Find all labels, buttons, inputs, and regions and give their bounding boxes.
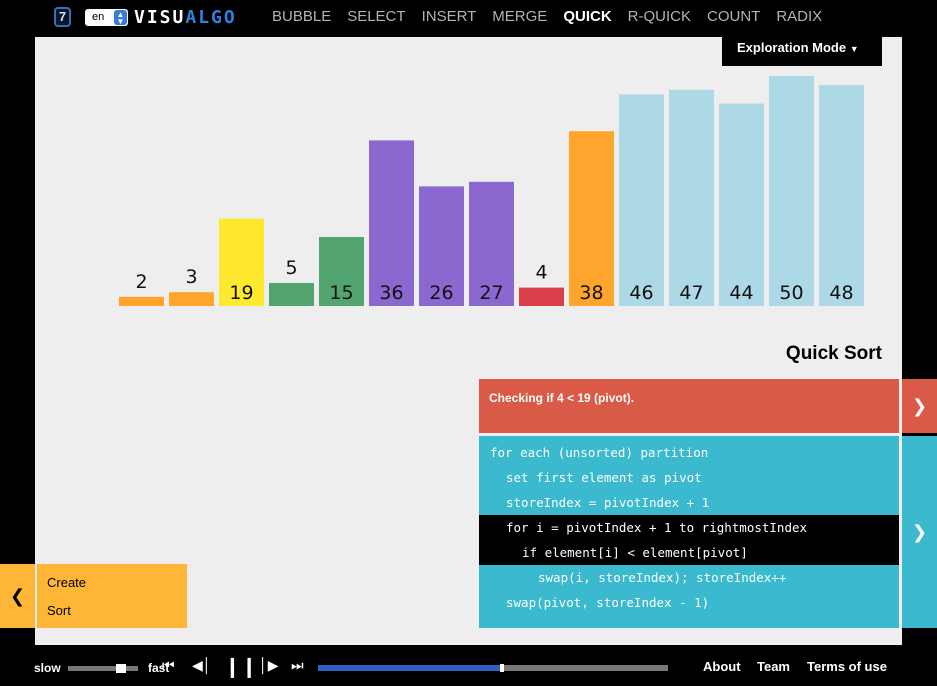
nav-merge[interactable]: MERGE: [492, 8, 548, 25]
bar-value-label: 36: [379, 282, 403, 304]
array-bar: [119, 296, 164, 306]
algorithm-title: Quick Sort: [785, 343, 882, 364]
speed-slider-handle[interactable]: [116, 664, 126, 673]
progress-handle[interactable]: [500, 664, 504, 672]
nav-quick[interactable]: QUICK: [563, 8, 612, 25]
bar-value-label: 38: [579, 282, 603, 304]
array-bar: [619, 94, 664, 307]
status-collapse-button[interactable]: ❯: [902, 379, 937, 433]
brand-part-1: VISU: [134, 7, 186, 28]
code-line: for each (unsorted) partition: [490, 445, 709, 460]
nav-r-quick[interactable]: R-QUICK: [627, 8, 691, 25]
array-bar: [519, 287, 564, 306]
actions-menu: Create Sort: [37, 564, 187, 628]
bar-value-label: 46: [629, 282, 653, 304]
action-create[interactable]: Create: [47, 575, 87, 590]
speed-slow-label: slow: [34, 661, 61, 675]
language-select[interactable]: en ▲ ▼: [85, 9, 128, 26]
array-bar: [769, 76, 814, 306]
select-arrows-icon: ▲ ▼: [114, 10, 127, 26]
bar-value-label: 19: [229, 282, 253, 304]
progress-fill: [318, 665, 500, 671]
top-bar: 7 en ▲ ▼ VISUALGO BUBBLE SELECT INSERT ME…: [0, 0, 937, 37]
nav-radix[interactable]: RADIX: [776, 8, 823, 25]
bar-value-label: 27: [479, 282, 503, 304]
nav-select[interactable]: SELECT: [347, 8, 406, 25]
progress-slider[interactable]: [318, 664, 668, 672]
array-bar: [669, 89, 714, 306]
code-line: set first element as pivot: [506, 470, 702, 485]
action-sort[interactable]: Sort: [47, 603, 71, 618]
status-message: Checking if 4 < 19 (pivot).: [479, 379, 899, 433]
code-line: if element[i] < element[pivot]: [479, 540, 899, 565]
chevron-left-icon: ❮: [9, 586, 26, 606]
nav-count[interactable]: COUNT: [707, 8, 761, 25]
mode-label: Exploration Mode: [737, 40, 847, 55]
bar-value-label: 48: [829, 282, 853, 304]
go-to-beginning-icon[interactable]: ⏮: [162, 657, 175, 673]
array-bar: [819, 85, 864, 306]
code-line: for i = pivotIndex + 1 to rightmostIndex: [479, 515, 899, 540]
language-value: en: [92, 11, 105, 23]
logo-icon[interactable]: 7: [54, 7, 71, 27]
array-bar: [369, 140, 414, 306]
actions-toggle-button[interactable]: ❮: [0, 564, 35, 628]
array-bar: [169, 292, 214, 306]
player-bar: slow fast ⏮ ◀│ ❙❙ │▶ ⏭ About Team Terms …: [0, 645, 937, 686]
array-bar: [319, 237, 364, 306]
brand-logo[interactable]: VISUALGO: [134, 7, 237, 28]
array-bar-chart: 2 3 19 5 15 36 26 27 4 38 46 47 44 50 48: [119, 76, 864, 307]
terms-of-use-link[interactable]: Terms of use: [807, 659, 887, 674]
nav-insert[interactable]: INSERT: [421, 8, 477, 25]
bar-value-label: 5: [285, 257, 297, 279]
nav-bubble[interactable]: BUBBLE: [272, 8, 332, 25]
code-line: swap(i, storeIndex); storeIndex++: [538, 570, 787, 585]
bar-value-label: 2: [135, 271, 147, 293]
step-forward-icon[interactable]: │▶: [259, 657, 279, 673]
array-bar: [269, 283, 314, 306]
bar-value-label: 4: [535, 262, 547, 284]
bar-value-label: 3: [185, 266, 197, 288]
array-bar: [569, 131, 614, 306]
bar-value-label: 15: [329, 282, 353, 304]
array-bar: [719, 103, 764, 306]
bar-value-label: 26: [429, 282, 453, 304]
code-line: swap(pivot, storeIndex - 1): [506, 595, 710, 610]
bar-value-label: 50: [779, 282, 803, 304]
caret-down-icon: ▼: [849, 44, 859, 54]
array-bar: [469, 181, 514, 306]
pseudocode-panel: for each (unsorted) partition set first e…: [479, 436, 899, 628]
speed-slider[interactable]: [68, 666, 138, 671]
chevron-right-icon: ❯: [911, 396, 928, 416]
chevron-right-icon: ❯: [911, 522, 928, 542]
team-link[interactable]: Team: [757, 659, 790, 674]
step-backward-icon[interactable]: ◀│: [192, 657, 212, 673]
about-link[interactable]: About: [703, 659, 741, 674]
algorithm-nav: BUBBLE SELECT INSERT MERGE QUICK R-QUICK…: [272, 8, 838, 25]
bar-value-label: 44: [729, 282, 753, 304]
exploration-mode-button[interactable]: Exploration Mode ▼: [722, 37, 882, 66]
array-bar: [419, 186, 464, 306]
go-to-end-icon[interactable]: ⏭: [291, 657, 304, 673]
bar-value-label: 47: [679, 282, 703, 304]
speed-fast-label: fast: [148, 661, 170, 675]
brand-part-2: ALGO: [185, 7, 237, 28]
array-bar: [219, 218, 264, 306]
pause-icon[interactable]: ❙❙: [224, 656, 258, 678]
code-collapse-button[interactable]: ❯: [902, 436, 937, 628]
code-line: storeIndex = pivotIndex + 1: [506, 495, 710, 510]
